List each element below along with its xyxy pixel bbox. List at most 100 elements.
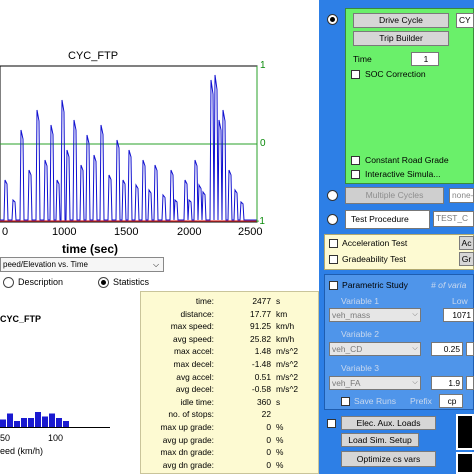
stat-label: distance: [180,308,214,319]
histogram-tick: 100 [48,433,64,443]
test-procedure-field[interactable]: TEST_C [433,211,474,227]
stat-row: idle time: 360 s [141,396,320,408]
description-radio[interactable] [3,277,14,288]
stat-row: max speed: 91.25 km/h [141,320,320,332]
histogram-bar [49,413,55,427]
run-icon[interactable] [456,414,474,450]
control-panel: Drive Cycle CY Trip Builder Time 1 SOC C… [319,0,474,474]
drive-cycle-radio[interactable] [327,14,338,25]
stat-unit: km/h [276,333,295,344]
stat-row: max up grade: 0% [141,421,320,433]
plot-type-select[interactable]: peed/Elevation vs. Time ⌵ [0,257,164,272]
stat-label: no. of stops: [168,409,214,420]
chevron-down-icon[interactable]: ⌵ [412,311,418,318]
chevron-down-icon[interactable]: ⌵ [152,260,160,269]
test-procedure-label: Test Procedure [351,214,409,224]
stat-unit: % [276,447,284,458]
x-tick: 1500 [114,226,139,238]
x-axis-label: time (sec) [62,242,119,256]
histogram-bar [21,418,27,427]
elec-aux-loads-button[interactable]: Elec. Aux. Loads [341,416,436,430]
stat-value: 22 [261,409,271,420]
stat-value: 0 [266,459,271,470]
soc-correction-checkbox[interactable] [351,70,360,79]
stat-label: idle time: [180,396,214,407]
save-runs-checkbox[interactable] [341,397,350,406]
variable2-extra-field[interactable] [466,342,474,356]
interactive-sim-checkbox[interactable] [351,170,360,179]
constant-road-grade-checkbox[interactable] [351,156,360,165]
histogram-bar [14,421,20,427]
statistics-radio[interactable] [98,277,109,288]
multiple-cycles-button[interactable]: Multiple Cycles [345,187,444,204]
acceleration-test-checkbox[interactable] [329,239,338,248]
variable2-label: Variable 2 [341,329,380,339]
speed-series [0,74,257,221]
load-sim-setup-button[interactable]: Load Sim. Setup [341,433,419,447]
stat-unit: s [276,396,281,407]
histogram-bar [42,416,48,427]
speed-histogram [0,412,110,428]
test-procedure-radio[interactable] [327,214,338,225]
stat-row: avg up grade: 0% [141,434,320,446]
stat-unit: m/s^2 [276,384,299,395]
gradeability-button[interactable]: Gr [459,252,474,266]
low-label: Low [452,296,468,306]
plot-type-value: peed/Elevation vs. Time [3,260,88,269]
soc-correction-label: SOC Correction [365,69,426,79]
stat-label: max dn grade: [160,447,214,458]
variable2-select[interactable]: veh_CD [329,342,421,356]
drive-cycle-group [345,8,474,184]
elec-aux-checkbox[interactable] [327,419,336,428]
plot-title: CYC_FTP [68,50,119,62]
stat-label: time: [195,296,214,306]
multiple-cycles-radio[interactable] [327,190,338,201]
drive-cycle-button[interactable]: Drive Cycle [353,13,449,28]
stop-icon[interactable] [456,452,474,474]
time-field[interactable]: 1 [411,52,439,66]
stat-unit: m/s^2 [276,371,299,382]
chevron-down-icon[interactable]: ⌵ [412,345,418,352]
stat-row: avg dn grade: 0% [141,459,320,471]
stat-label: avg speed: [173,333,214,344]
multiple-cycles-field[interactable]: none- [449,188,474,203]
stat-value: 91.25 [250,321,271,332]
stat-value: 17.77 [250,308,271,319]
stat-row: time: 2477 s [141,295,320,307]
chevron-down-icon[interactable]: ⌵ [412,379,418,386]
drive-cycle-field[interactable]: CY [456,13,474,28]
stat-row: avg speed: 25.82 km/h [141,333,320,345]
stat-unit: m/s^2 [276,346,299,357]
time-label: Time [353,54,372,64]
prefix-label: Prefix [410,396,432,406]
test-procedure-box [345,210,430,229]
stat-value: -1.48 [251,359,271,369]
histogram-title: CYC_FTP [0,314,42,324]
x-tick: 2000 [177,226,202,238]
stat-value: -0.58 [251,384,271,395]
trip-builder-button[interactable]: Trip Builder [353,31,449,46]
save-runs-label: Save Runs [354,396,397,406]
prefix-field[interactable]: cp [439,394,463,408]
variable3-select[interactable]: veh_FA [329,376,421,390]
low-value-field[interactable]: 1071 [443,308,474,322]
variable3-value-field[interactable]: 1.9 [431,376,463,390]
histogram-bar [35,412,41,427]
stat-label: max decel: [173,359,215,369]
stat-unit: m/s^2 [276,359,299,369]
acceleration-button[interactable]: Ac [459,236,474,250]
histogram-x-label: eed (km/h) [0,446,44,456]
variable3-extra-field[interactable] [466,376,474,390]
optimize-cs-vars-button[interactable]: Optimize cs vars [341,451,436,467]
stat-label: max speed: [170,321,214,332]
stat-row: max dn grade: 0% [141,446,320,458]
x-tick: 1000 [52,226,77,238]
stat-row: no. of stops: 22 [141,408,320,420]
parametric-study-checkbox[interactable] [329,281,338,290]
stat-unit: km/h [276,321,295,332]
stat-row: avg accel: 0.51 m/s^2 [141,371,320,383]
variable2-value-field[interactable]: 0.25 [431,342,463,356]
gradeability-test-checkbox[interactable] [329,255,338,264]
variable1-select[interactable]: veh_mass [329,308,421,322]
stat-unit: s [276,296,281,306]
